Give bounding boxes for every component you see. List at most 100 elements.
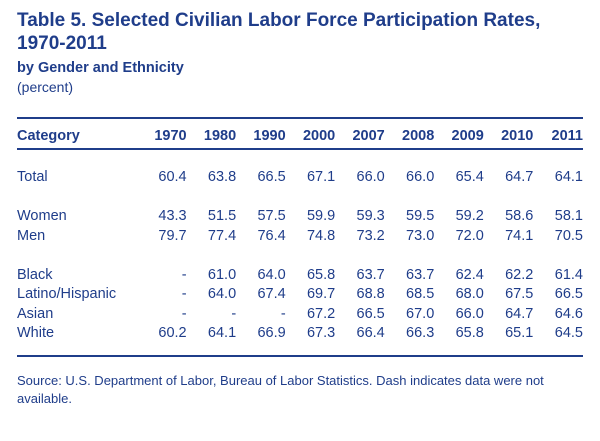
row-label: Total	[17, 169, 48, 185]
value-cell: 66.9	[257, 325, 286, 341]
value-cell: 74.1	[505, 227, 534, 244]
header-top-rule	[17, 117, 583, 119]
value-cell: 59.2	[455, 208, 484, 224]
value-cell: 66.0	[455, 305, 484, 322]
table-row: White 60.2 64.1 66.9 67.3 66.4 66.3 65.8 65.1 64.…	[17, 324, 583, 344]
value-cell: 43.3	[158, 208, 187, 224]
value-cell: 67.1	[306, 169, 336, 185]
value-cell: 64.0	[257, 266, 286, 283]
value-cell: 63.7	[406, 266, 435, 283]
value-cell: 67.0	[406, 305, 435, 322]
column-header-year: 2007	[352, 128, 385, 144]
value-cell: 70.5	[554, 227, 583, 244]
value-cell: 51.5	[207, 208, 237, 224]
column-header-year: 2009	[451, 128, 484, 144]
value-cell: -	[181, 286, 187, 302]
value-cell: 64.6	[554, 305, 583, 322]
value-cell: 62.2	[505, 266, 534, 283]
column-header-year: 1990	[253, 128, 286, 144]
table-row: Latino/Hispanic - 64.0 67.4 69.7 68.8 68.5 68.0…	[17, 285, 583, 305]
value-cell: 65.8	[306, 266, 336, 283]
column-header-year: 2008	[402, 128, 435, 144]
value-cell: 65.8	[455, 325, 484, 341]
value-cell: 77.4	[207, 227, 237, 244]
value-cell: 67.4	[257, 286, 286, 302]
value-cell: 65.4	[455, 169, 484, 185]
value-cell: 63.7	[356, 266, 385, 283]
column-header-year: 2011	[551, 128, 583, 144]
spacer-row	[17, 246, 583, 266]
value-cell: 59.9	[306, 208, 336, 224]
header-row: Category 1970 1980 1990 2000 2007 2008 2…	[17, 124, 583, 148]
column-header-year: 2000	[302, 128, 336, 144]
value-cell: 63.8	[207, 169, 237, 185]
value-cell: 66.4	[356, 325, 385, 341]
table-row: Men 79.7 77.4 76.4 74.8 73.2 73.0 72.0 74.1 70.5	[17, 227, 583, 247]
value-cell: 73.0	[406, 227, 435, 244]
value-cell: 61.4	[554, 266, 583, 283]
value-cell: 64.7	[505, 169, 534, 185]
table-row: Asian - - - 67.2 66.5 67.0 66.0 64.7 64.6	[17, 305, 583, 325]
table-body: Total 60.4 63.8 66.5 67.1 66.0 66.0 65.4 64.7 64.…	[17, 148, 583, 344]
column-header-year: 1980	[203, 128, 237, 144]
value-cell: 66.0	[356, 169, 385, 185]
value-cell: 68.8	[356, 286, 385, 302]
value-cell: -	[181, 305, 187, 322]
value-cell: 64.0	[207, 286, 237, 302]
value-cell: 60.2	[158, 325, 187, 341]
value-cell: 72.0	[455, 227, 484, 244]
value-cell: 58.6	[505, 208, 534, 224]
value-cell: 66.5	[356, 305, 385, 322]
value-cell: 69.7	[306, 286, 336, 302]
column-header-year: 2010	[501, 128, 534, 144]
column-header-year: 1970	[154, 128, 187, 144]
value-cell: 57.5	[257, 208, 286, 224]
participation-table: Category 1970 1980 1990 2000 2007 2008 2…	[17, 124, 583, 344]
value-cell: 62.4	[455, 266, 484, 283]
value-cell: 68.0	[455, 286, 484, 302]
value-cell: 64.1	[207, 325, 237, 341]
row-label: Men	[17, 227, 46, 244]
value-cell: -	[181, 266, 187, 283]
spacer-cell	[17, 148, 583, 168]
row-label: Latino/Hispanic	[17, 286, 117, 302]
table-subtitle: by Gender and Ethnicity	[17, 60, 184, 76]
spacer-row	[17, 188, 583, 208]
value-cell: 65.1	[505, 325, 534, 341]
table-bottom-rule	[17, 355, 583, 357]
table-row: Women 43.3 51.5 57.5 59.9 59.3 59.5 59.2 58.6 58.…	[17, 207, 583, 227]
value-cell: 76.4	[257, 227, 286, 244]
column-header-category: Category	[17, 128, 80, 144]
value-cell: 66.5	[257, 169, 286, 185]
value-cell: 64.5	[554, 325, 583, 341]
row-label: Asian	[17, 305, 54, 322]
value-cell: -	[231, 305, 237, 322]
unit-label: (percent)	[17, 79, 74, 95]
value-cell: 66.3	[406, 325, 435, 341]
row-label: White	[17, 325, 55, 341]
value-cell: 79.7	[158, 227, 187, 244]
spacer-cell	[17, 246, 583, 266]
value-cell: 67.3	[306, 325, 336, 341]
spacer-row	[17, 148, 583, 168]
value-cell: 60.4	[158, 169, 187, 185]
source-note: Source: U.S. Department of Labor, Bureau…	[17, 373, 544, 406]
row-label: Women	[17, 208, 67, 224]
value-cell: 61.0	[207, 266, 237, 283]
table-title: Table 5. Selected Civilian Labor Force P…	[17, 10, 541, 54]
row-label: Black	[17, 266, 53, 283]
table-row: Black - 61.0 64.0 65.8 63.7 63.7 62.4 62.2 61.4	[17, 266, 583, 286]
value-cell: -	[280, 305, 286, 322]
value-cell: 73.2	[356, 227, 385, 244]
value-cell: 66.0	[406, 169, 435, 185]
value-cell: 58.1	[554, 208, 583, 224]
value-cell: 66.5	[554, 286, 583, 302]
value-cell: 59.5	[406, 208, 435, 224]
table-row: Total 60.4 63.8 66.5 67.1 66.0 66.0 65.4 64.7 64.…	[17, 168, 583, 188]
value-cell: 64.1	[554, 169, 583, 185]
value-cell: 64.7	[505, 305, 534, 322]
value-cell: 67.5	[505, 286, 534, 302]
value-cell: 68.5	[406, 286, 435, 302]
value-cell: 67.2	[306, 305, 336, 322]
header-bottom-rule	[17, 148, 583, 150]
